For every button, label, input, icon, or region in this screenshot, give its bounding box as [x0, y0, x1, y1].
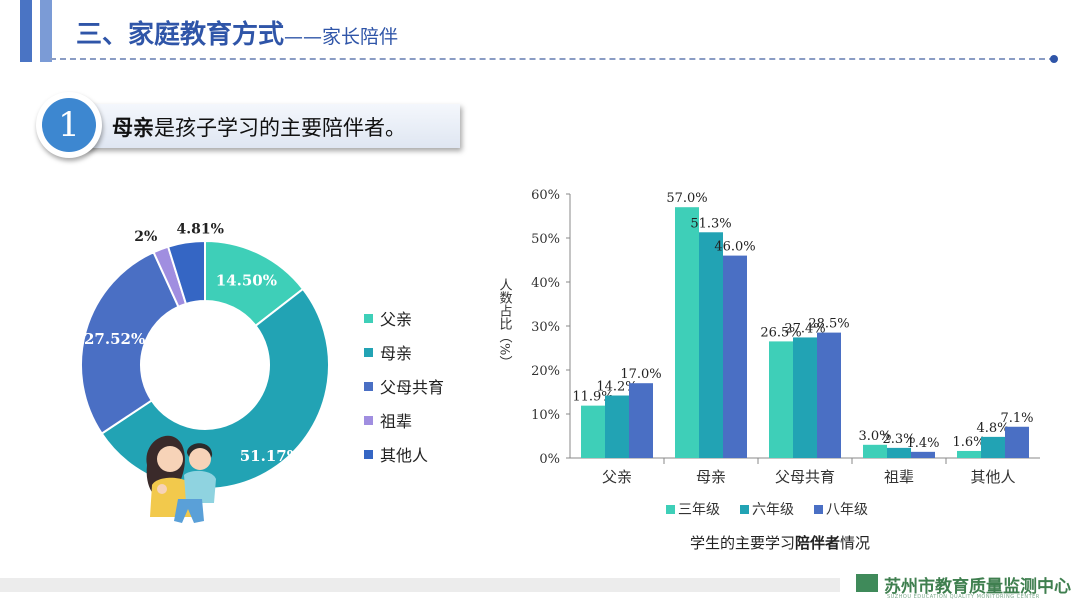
- bar-data-label: 27.4%: [784, 321, 825, 336]
- bar: [769, 341, 793, 458]
- bar-data-label: 26.5%: [760, 325, 801, 340]
- bar-data-label: 11.9%: [572, 390, 613, 405]
- legend-label: 六年级: [752, 502, 794, 518]
- x-tick-label: 其他人: [970, 468, 1015, 486]
- legend-swatch: [364, 348, 373, 357]
- bar: [981, 436, 1005, 458]
- x-tick-label: 祖辈: [884, 468, 914, 486]
- callout-box: [58, 104, 460, 148]
- y-axis-label: 人数占比（%）: [497, 278, 513, 368]
- y-tick-label: 0%: [539, 452, 560, 467]
- legend-item-both: 父母共育: [364, 374, 444, 398]
- donut-slice-others: [166, 239, 206, 306]
- callout-rest-text: 是孩子学习的主要陪伴者。: [154, 116, 406, 140]
- y-tick-label: 50%: [531, 232, 560, 247]
- footer-org-name: 苏州市教育质量监测中心: [884, 577, 1071, 597]
- legend-item-grandparents: 祖辈: [364, 408, 412, 432]
- bar-data-label: 17.0%: [620, 367, 661, 382]
- bar: [817, 332, 841, 458]
- chart-title-part: 情况: [840, 534, 870, 552]
- callout-text: 母亲是孩子学习的主要陪伴者。: [112, 112, 406, 142]
- y-tick-label: 10%: [531, 408, 560, 423]
- bar: [911, 451, 935, 458]
- bar-data-label: 1.4%: [906, 436, 939, 451]
- header-divider: [50, 58, 1055, 60]
- bar: [887, 447, 911, 458]
- bar-data-label: 51.3%: [690, 216, 731, 231]
- donut-slice-both: [80, 250, 180, 435]
- y-tick-label: 20%: [531, 364, 560, 379]
- callout-number: 1: [42, 98, 96, 152]
- y-tick-label: 40%: [531, 276, 560, 291]
- chart-title-part: 学生的主要学习: [690, 534, 795, 552]
- legend-label: 母亲: [380, 344, 413, 363]
- chart-title: 学生的主要学习陪伴者情况: [690, 534, 870, 552]
- bar: [629, 383, 653, 458]
- bar: [699, 232, 723, 458]
- bar: [863, 444, 887, 458]
- legend-swatch: [364, 382, 373, 391]
- y-tick-label: 60%: [531, 188, 560, 203]
- header-accent-bar: [20, 0, 32, 62]
- bar: [605, 395, 629, 458]
- org-logo-icon: [856, 574, 878, 592]
- legend-label: 三年级: [678, 502, 720, 518]
- y-tick-label: 30%: [531, 320, 560, 335]
- footer-org-name-en: SUZHOU EDUCATION QUALITY MONITORING CENT…: [887, 594, 1040, 600]
- legend-swatch: [740, 505, 749, 514]
- x-tick-label: 母亲: [696, 468, 726, 486]
- divider-end-dot: [1050, 55, 1058, 63]
- bar: [581, 405, 605, 458]
- x-tick-label: 父亲: [602, 468, 632, 486]
- legend-label: 父母共育: [380, 378, 445, 397]
- legend-label: 其他人: [380, 446, 429, 465]
- donut-data-label: 51.17%: [240, 447, 301, 465]
- bar-data-label: 4.8%: [976, 421, 1009, 436]
- bar-data-label: 7.1%: [1000, 411, 1033, 426]
- bar-data-label: 2.3%: [882, 432, 915, 447]
- legend-item-mother: 母亲: [364, 340, 412, 364]
- legend-swatch: [814, 505, 823, 514]
- bar: [675, 207, 699, 458]
- page-title: 三、家庭教育方式——家长陪伴: [76, 14, 398, 51]
- callout-bold-text: 母亲: [112, 116, 154, 140]
- legend-swatch: [364, 416, 373, 425]
- footer-band: [0, 578, 840, 592]
- title-main: 三、家庭教育方式: [76, 20, 285, 50]
- legend-swatch: [364, 314, 373, 323]
- callout-number-badge: 1: [36, 92, 102, 158]
- bar: [723, 255, 747, 458]
- mother-child-illustration: [146, 435, 216, 523]
- bar-chart: 0% 10% 20% 30% 40% 50% 60% 人数占比（%） 11.9%14.2%17.…: [497, 188, 1040, 552]
- donut-chart: 14.50% 51.17% 27.52% 2% 4.81%: [80, 222, 330, 490]
- legend-item-others: 其他人: [364, 442, 428, 466]
- legend-swatch: [666, 505, 675, 514]
- page-subtitle: ——家长陪伴: [284, 26, 399, 48]
- donut-data-label: 14.50%: [216, 272, 277, 290]
- bar-data-label: 57.0%: [666, 191, 707, 206]
- header-accent-bar-light: [40, 0, 52, 62]
- bar-data-label: 14.2%: [596, 380, 637, 395]
- x-tick-label: 父母共育: [775, 468, 835, 486]
- donut-data-label: 4.81%: [177, 222, 224, 238]
- donut-data-label: 27.52%: [84, 330, 145, 348]
- legend-item-father: 父亲: [364, 306, 412, 330]
- donut-data-label: 2%: [134, 229, 157, 245]
- legend-label: 八年级: [826, 502, 868, 518]
- bar-data-label: 3.0%: [858, 429, 891, 444]
- legend-label: 父亲: [380, 310, 413, 329]
- bar-data-label: 1.6%: [952, 435, 985, 450]
- bar-data-label: 46.0%: [714, 240, 755, 255]
- legend-label: 祖辈: [380, 412, 413, 431]
- chart-title-bold: 陪伴者: [795, 534, 840, 552]
- bar: [1005, 426, 1029, 458]
- bar: [793, 337, 817, 458]
- bar-data-label: 28.5%: [808, 317, 849, 332]
- bar: [957, 450, 981, 458]
- legend-swatch: [364, 450, 373, 459]
